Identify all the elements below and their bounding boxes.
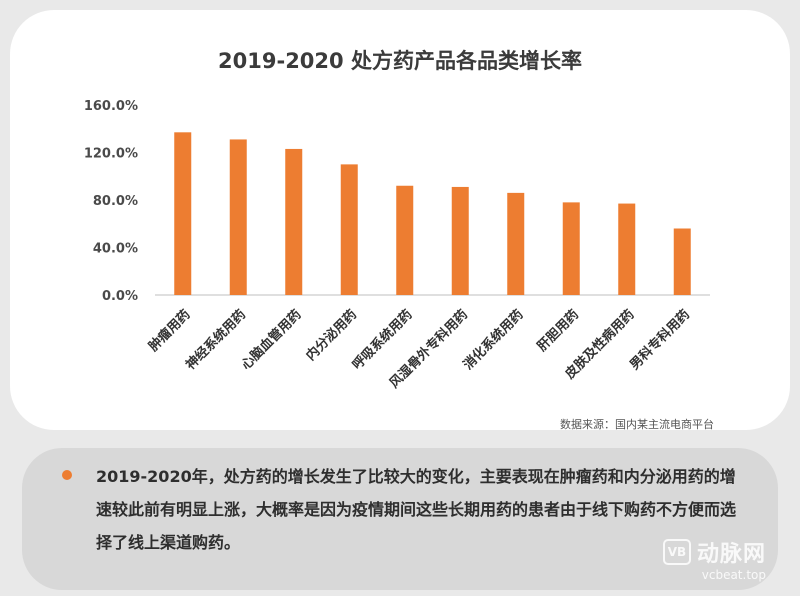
x-tick-label: 肿瘤用药 [145,307,193,355]
watermark-name: 动脉网 [696,542,766,567]
x-tick-label: 消化系统用药 [460,307,526,373]
bar [451,186,469,295]
bar [673,228,691,295]
x-tick-label: 男科专科用药 [627,307,693,373]
bar [229,139,247,295]
summary-text: 2019-2020年，处方药的增长发生了比较大的变化，主要表现在肿瘤药和内分泌用… [96,467,737,552]
watermark-url: vcbeat.top [701,568,766,582]
watermark: VB 动脉网 vcbeat.top [662,536,766,582]
bar-chart: 0.0%40.0%80.0%120.0%160.0%肿瘤用药神经系统用药心脑血管… [84,99,710,391]
chart-title: 2019-2020 处方药产品各品类增长率 [218,49,582,73]
bar [396,185,414,295]
x-tick-label: 肝胆用药 [534,307,582,355]
bar [618,203,636,295]
y-tick-label: 120.0% [84,147,138,162]
x-tick-label: 心脑血管用药 [238,307,304,373]
bar [340,164,358,295]
y-tick-label: 40.0% [93,242,138,257]
y-tick-label: 80.0% [93,194,138,209]
bar [285,148,303,295]
bar [562,202,580,295]
bar [174,132,192,295]
data-source: 数据来源：国内某主流电商平台 [560,418,714,431]
vb-logo-icon: VB [662,539,691,565]
x-tick-label: 内分泌用药 [303,307,360,364]
y-tick-label: 160.0% [84,99,138,114]
bullet-dot-icon [62,470,72,480]
y-tick-label: 0.0% [102,289,138,304]
summary-panel: 2019-2020年，处方药的增长发生了比较大的变化，主要表现在肿瘤药和内分泌用… [22,448,778,590]
bar [507,192,525,295]
